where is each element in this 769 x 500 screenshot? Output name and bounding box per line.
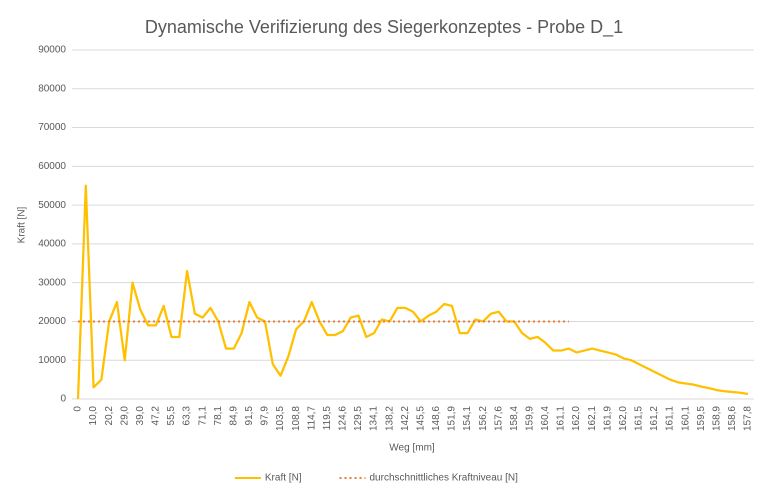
x-tick-label: 20,2 xyxy=(104,406,115,426)
x-tick-label: 97,9 xyxy=(260,406,271,426)
x-tick-label: 159,9 xyxy=(525,406,536,431)
x-axis-title: Weg [mm] xyxy=(389,443,435,454)
x-tick-label: 134,1 xyxy=(369,406,380,431)
y-tick-label: 70000 xyxy=(38,122,66,133)
x-tick-label: 160,4 xyxy=(540,406,551,431)
x-tick-label: 103,5 xyxy=(275,406,286,431)
legend-label: Kraft [N] xyxy=(265,473,302,484)
x-tick-label: 158,6 xyxy=(727,406,738,431)
x-tick-label: 0 xyxy=(73,406,84,412)
x-tick-label: 159,5 xyxy=(696,406,707,431)
x-tick-label: 114,7 xyxy=(306,406,317,431)
x-tick-label: 47,2 xyxy=(151,406,162,426)
x-tick-label: 161,9 xyxy=(602,406,613,431)
x-tick-label: 63,3 xyxy=(182,406,193,426)
x-tick-label: 162,1 xyxy=(587,406,598,431)
y-tick-label: 30000 xyxy=(38,277,66,288)
y-tick-label: 50000 xyxy=(38,200,66,211)
x-tick-label: 124,6 xyxy=(338,406,349,431)
x-tick-label: 161,1 xyxy=(665,406,676,431)
x-tick-label: 145,5 xyxy=(415,406,426,431)
x-tick-label: 91,5 xyxy=(244,406,255,426)
x-tick-label: 157,6 xyxy=(493,406,504,431)
x-tick-label: 161,5 xyxy=(634,406,645,431)
x-tick-label: 154,1 xyxy=(462,406,473,431)
x-tick-label: 162,0 xyxy=(618,406,629,431)
x-tick-label: 71,1 xyxy=(197,406,208,426)
x-tick-label: 138,2 xyxy=(384,406,395,431)
x-tick-label: 160,1 xyxy=(680,406,691,431)
x-tick-label: 161,1 xyxy=(556,406,567,431)
x-tick-label: 55,5 xyxy=(166,406,177,426)
x-tick-label: 129,5 xyxy=(353,406,364,431)
x-tick-label: 158,4 xyxy=(509,406,520,431)
x-tick-label: 39,0 xyxy=(135,406,146,426)
x-tick-label: 151,9 xyxy=(447,406,458,431)
x-tick-label: 78,1 xyxy=(213,406,224,426)
x-tick-label: 10,0 xyxy=(88,406,99,426)
x-tick-label: 157,8 xyxy=(743,406,754,431)
x-tick-label: 108,8 xyxy=(291,406,302,431)
y-tick-label: 40000 xyxy=(38,239,66,250)
x-tick-label: 161,2 xyxy=(649,406,660,431)
y-tick-label: 80000 xyxy=(38,83,66,94)
y-tick-label: 0 xyxy=(60,394,66,405)
x-tick-label: 162,0 xyxy=(571,406,582,431)
x-tick-label: 156,2 xyxy=(478,406,489,431)
chart-title: Dynamische Verifizierung des Siegerkonze… xyxy=(145,17,623,38)
x-tick-label: 142,2 xyxy=(400,406,411,431)
data-line xyxy=(76,184,749,400)
legend-label: durchschnittliches Kraftniveau [N] xyxy=(370,473,519,484)
x-tick-label: 29,0 xyxy=(119,406,130,426)
y-axis-title: Kraft [N] xyxy=(17,206,28,243)
y-tick-label: 90000 xyxy=(38,45,66,56)
y-tick-label: 20000 xyxy=(38,316,66,327)
x-tick-label: 148,6 xyxy=(431,406,442,431)
y-tick-label: 60000 xyxy=(38,161,66,172)
x-tick-label: 84,9 xyxy=(228,406,239,426)
y-tick-label: 10000 xyxy=(38,355,66,366)
x-tick-label: 119,5 xyxy=(322,406,333,431)
x-tick-label: 158,9 xyxy=(711,406,722,431)
